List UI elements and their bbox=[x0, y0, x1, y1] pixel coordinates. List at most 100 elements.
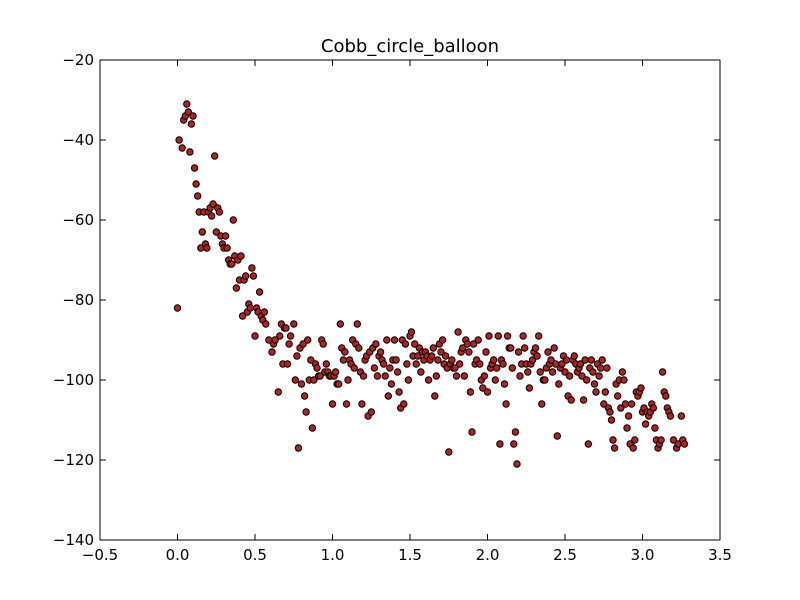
data-point-275 bbox=[607, 416, 616, 424]
data-point-269 bbox=[598, 356, 606, 364]
data-point-258 bbox=[581, 356, 589, 364]
data-point-282 bbox=[618, 368, 627, 376]
x-tick-label-4: 1.5 bbox=[398, 546, 422, 564]
data-point-144 bbox=[404, 376, 413, 384]
data-point-238 bbox=[550, 344, 558, 352]
data-point-35 bbox=[229, 216, 238, 224]
data-point-71 bbox=[291, 376, 299, 384]
data-point-9 bbox=[189, 112, 197, 120]
data-point-73 bbox=[294, 444, 303, 452]
data-point-208 bbox=[503, 332, 512, 340]
data-point-290 bbox=[631, 436, 639, 444]
data-point-314 bbox=[669, 436, 678, 444]
data-point-294 bbox=[637, 384, 645, 392]
data-point-284 bbox=[621, 400, 630, 408]
data-point-199 bbox=[490, 356, 498, 364]
data-point-262 bbox=[587, 356, 595, 364]
data-point-189 bbox=[474, 336, 482, 344]
data-point-79 bbox=[304, 336, 312, 344]
data-point-122 bbox=[370, 364, 379, 372]
data-point-257 bbox=[579, 396, 588, 404]
data-point-165 bbox=[437, 348, 445, 356]
data-point-221 bbox=[524, 368, 532, 376]
data-point-97 bbox=[331, 368, 340, 376]
data-point-58 bbox=[268, 348, 276, 356]
data-point-271 bbox=[601, 388, 609, 396]
x-tick-label-7: 3.0 bbox=[631, 546, 655, 564]
x-tick-label-3: 1.0 bbox=[321, 546, 345, 564]
y-tick-label-1: −120 bbox=[53, 451, 94, 469]
data-point-265 bbox=[592, 388, 600, 396]
data-point-128 bbox=[380, 360, 388, 368]
data-point-227 bbox=[533, 352, 541, 360]
data-point-234 bbox=[544, 348, 552, 356]
data-point-172 bbox=[448, 356, 456, 364]
data-point-141 bbox=[400, 400, 408, 408]
data-point-56 bbox=[262, 320, 270, 328]
data-point-270 bbox=[600, 400, 608, 408]
chart-title: Cobb_circle_balloon bbox=[321, 36, 499, 57]
y-tick-label-0: −140 bbox=[53, 531, 94, 549]
data-point-286 bbox=[624, 412, 633, 420]
x-tick-label-1: 0.0 bbox=[166, 546, 190, 564]
data-point-246 bbox=[562, 356, 571, 364]
data-point-196 bbox=[485, 332, 493, 340]
data-point-219 bbox=[521, 344, 529, 352]
data-point-276 bbox=[609, 436, 617, 444]
data-point-268 bbox=[596, 364, 605, 372]
data-point-6 bbox=[184, 108, 193, 116]
data-point-184 bbox=[466, 388, 475, 396]
data-point-215 bbox=[514, 348, 523, 356]
data-point-142 bbox=[401, 340, 410, 348]
data-point-256 bbox=[578, 372, 586, 380]
data-point-205 bbox=[499, 360, 507, 368]
data-point-26 bbox=[215, 208, 224, 216]
data-point-283 bbox=[620, 376, 628, 384]
data-point-230 bbox=[538, 400, 546, 408]
ticks-layer: −0.5 0.0 0.5 1.0 1.5 2.0 2.5 3.0 3.5 −140 −120 −100… bbox=[53, 51, 732, 564]
data-point-70 bbox=[290, 320, 298, 328]
data-point-176 bbox=[454, 328, 462, 336]
data-point-202 bbox=[494, 332, 502, 340]
data-point-111 bbox=[353, 320, 361, 328]
data-point-289 bbox=[629, 444, 637, 452]
data-point-129 bbox=[381, 372, 389, 380]
data-point-212 bbox=[510, 440, 518, 448]
data-point-236 bbox=[547, 356, 555, 364]
data-point-137 bbox=[393, 368, 402, 376]
data-point-60 bbox=[271, 336, 279, 344]
data-point-91 bbox=[322, 360, 330, 368]
data-point-18 bbox=[203, 244, 211, 252]
data-point-313 bbox=[666, 412, 675, 420]
data-point-34 bbox=[228, 260, 236, 268]
data-point-285 bbox=[623, 424, 631, 432]
data-point-297 bbox=[641, 420, 650, 428]
data-point-102 bbox=[339, 356, 348, 364]
data-point-76 bbox=[299, 340, 307, 348]
data-point-201 bbox=[493, 364, 501, 372]
data-point-40 bbox=[237, 252, 245, 260]
data-point-161 bbox=[431, 392, 439, 400]
data-point-152 bbox=[417, 368, 425, 376]
data-point-213 bbox=[511, 428, 520, 436]
data-point-112 bbox=[355, 344, 363, 352]
data-point-133 bbox=[387, 380, 396, 388]
y-tick-label-6: −20 bbox=[62, 51, 94, 69]
data-point-85 bbox=[313, 364, 321, 372]
data-point-168 bbox=[441, 352, 450, 360]
data-point-214 bbox=[513, 460, 521, 468]
data-point-83 bbox=[310, 376, 318, 384]
data-point-255 bbox=[576, 360, 585, 368]
y-tick-label-4: −60 bbox=[62, 211, 94, 229]
data-point-7 bbox=[186, 148, 194, 156]
data-point-232 bbox=[541, 376, 549, 384]
data-point-307 bbox=[657, 436, 665, 444]
data-point-24 bbox=[212, 228, 221, 236]
data-point-190 bbox=[476, 360, 484, 368]
data-point-272 bbox=[603, 364, 611, 372]
data-point-0 bbox=[173, 304, 182, 312]
data-point-5 bbox=[183, 100, 191, 108]
data-point-288 bbox=[627, 400, 636, 408]
data-point-105 bbox=[344, 376, 352, 384]
data-point-148 bbox=[411, 340, 419, 348]
